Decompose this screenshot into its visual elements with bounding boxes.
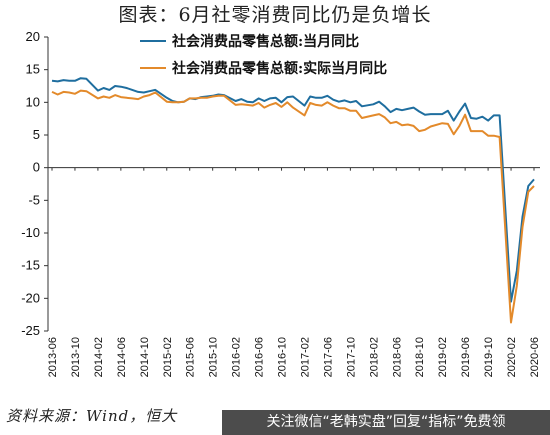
- y-tick-label: 5: [33, 127, 40, 142]
- y-tick-label: 15: [26, 62, 40, 77]
- x-tick-label: 2020-02: [506, 337, 518, 377]
- x-tick-label: 2017-10: [345, 337, 357, 377]
- x-tick-label: 2018-06: [391, 337, 403, 377]
- x-tick-label: 2013-06: [47, 337, 59, 377]
- legend-label-nominal: 社会消费品零售总额:当月同比: [171, 33, 359, 50]
- x-tick-label: 2020-06: [529, 337, 541, 377]
- x-tick-label: 2015-10: [208, 337, 220, 377]
- promo-banner[interactable]: 关注微信“老韩实盘”回复“指标”免费领: [222, 410, 550, 435]
- y-tick-label: 20: [26, 29, 40, 44]
- x-tick-label: 2016-06: [254, 337, 266, 377]
- y-tick-label: 0: [33, 160, 40, 175]
- x-tick-label: 2014-10: [139, 337, 151, 377]
- y-tick-label: -20: [21, 290, 40, 305]
- x-tick-label: 2017-06: [322, 337, 334, 377]
- y-tick-label: -5: [28, 192, 40, 207]
- nominal-series-line: [51, 77, 535, 303]
- legend-label-real: 社会消费品零售总额:实际当月同比: [171, 60, 387, 77]
- x-tick-label: 2016-02: [231, 337, 243, 377]
- x-tick-label: 2017-02: [299, 337, 311, 377]
- x-tick-label: 2015-02: [162, 337, 174, 377]
- y-tick-label: 10: [26, 94, 40, 109]
- y-tick-label: -15: [21, 258, 40, 273]
- x-tick-label: 2019-06: [460, 337, 472, 377]
- x-tick-label: 2018-10: [414, 337, 426, 377]
- x-tick-label: 2014-06: [116, 337, 128, 377]
- chart-legend: 社会消费品零售总额:当月同比 社会消费品零售总额:实际当月同比: [140, 33, 387, 77]
- x-tick-label: 2018-02: [368, 337, 380, 377]
- chart-title: 图表：6月社零消费同比仍是负增长: [118, 4, 432, 26]
- x-tick-label: 2013-10: [70, 337, 82, 377]
- real-series-line: [51, 89, 535, 324]
- x-tick-label: 2019-10: [483, 337, 495, 377]
- y-tick-label: -10: [21, 225, 40, 240]
- x-tick-label: 2015-06: [185, 337, 197, 377]
- x-tick-label: 2016-10: [277, 337, 289, 377]
- x-tick-label: 2014-02: [93, 337, 105, 377]
- x-tick-label: 2019-02: [437, 337, 449, 377]
- line-chart: -25 -20 -15 -10 -5 0 5 10 15 20 2013-06 2013-10 2014…: [21, 29, 541, 377]
- y-tick-label: -25: [21, 323, 40, 338]
- source-note: 资料来源：Wind，恒大: [6, 407, 178, 425]
